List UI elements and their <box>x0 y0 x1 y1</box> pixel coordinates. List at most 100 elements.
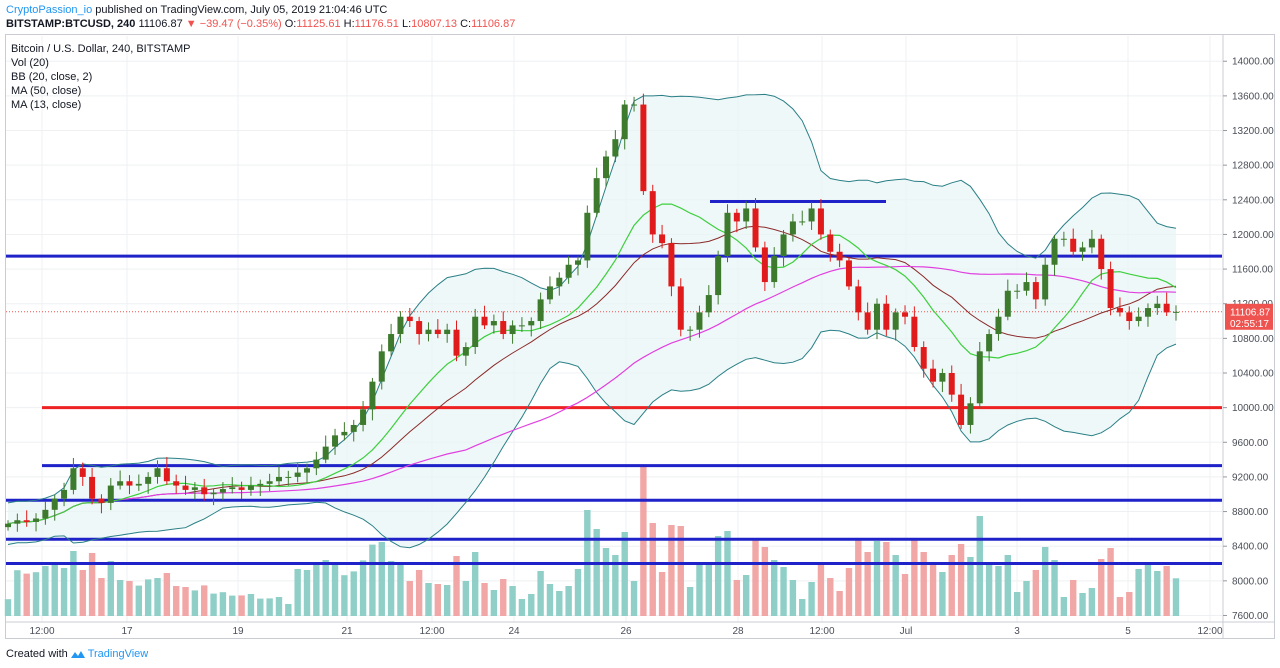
volume-bar <box>1116 597 1124 616</box>
candle-body <box>173 481 180 486</box>
candle-body <box>481 316 488 326</box>
price-tick-label: 10400.00 <box>1232 369 1274 380</box>
candle-body <box>42 509 49 519</box>
candle-body <box>845 260 852 287</box>
volume-bar <box>761 547 769 616</box>
legend-volume[interactable]: Vol (20) <box>11 57 49 69</box>
volume-bar <box>247 594 255 616</box>
candle-body <box>1173 311 1179 313</box>
volume-bar <box>929 565 937 616</box>
candle-body <box>462 347 469 356</box>
volume-bar <box>546 584 554 616</box>
volume-bar <box>939 572 946 616</box>
time-tick-label: 12:00 <box>29 626 54 637</box>
bollinger-upper-line <box>7 93 1177 504</box>
price-tick-label: 8000.00 <box>1232 576 1269 587</box>
candle-body <box>23 520 30 522</box>
candle-body <box>1144 308 1151 317</box>
candle-body <box>107 485 114 503</box>
volume-bar <box>322 560 329 616</box>
volume-bar <box>1079 593 1086 616</box>
chart-frame[interactable] <box>5 34 1275 639</box>
volume-bar <box>210 593 217 616</box>
candle-body <box>434 329 441 335</box>
candle-body <box>1051 238 1058 265</box>
volume-bar <box>425 583 432 616</box>
tradingview-brand[interactable]: TradingView <box>87 648 149 660</box>
candle-body <box>995 316 1002 335</box>
candle-body <box>182 485 189 490</box>
candle-body <box>902 312 909 317</box>
volume-bar <box>593 529 600 616</box>
candle-body <box>621 104 628 140</box>
volume-bar <box>948 555 955 616</box>
volume-bar <box>574 569 582 616</box>
volume-bar <box>1107 548 1114 616</box>
volume-bar <box>453 556 460 616</box>
top-bar: CryptoPassion_io published on TradingVie… <box>0 0 1280 34</box>
price-tick-label: 10800.00 <box>1232 334 1274 345</box>
volume-bar <box>191 590 199 616</box>
chart-legend: Bitcoin / U.S. Dollar, 240, BITSTAMP Vol… <box>11 42 191 112</box>
time-axis: 12:00 17 19 21 12:00 24 26 28 12:00 Jul 3 5 12:00 <box>6 621 1274 637</box>
volume-bar <box>1004 555 1012 616</box>
time-tick-label: 17 <box>121 626 133 637</box>
symbol-label: BITSTAMP:BTCUSD, 240 <box>6 18 136 30</box>
candle-body <box>930 368 937 382</box>
volume-bar <box>406 581 413 616</box>
legend-ma50[interactable]: MA (50, close) <box>11 85 82 97</box>
candle-body <box>1135 316 1142 322</box>
volume-bar <box>976 516 983 616</box>
time-tick-label: 24 <box>508 626 520 637</box>
volume-bar <box>182 587 189 616</box>
volume-bar <box>883 542 890 616</box>
volume-bar <box>677 526 684 616</box>
tradingview-logo-icon <box>70 650 85 659</box>
candle-body <box>939 373 946 382</box>
volume-bar <box>126 581 133 616</box>
candle-body <box>117 481 124 486</box>
volume-bar <box>14 570 21 616</box>
candle-body <box>808 208 815 222</box>
legend-title: Bitcoin / U.S. Dollar, 240, BITSTAMP <box>11 43 191 55</box>
time-tick-label: 26 <box>620 626 632 637</box>
volume-bar <box>70 551 77 616</box>
volume-bar <box>1098 559 1105 616</box>
volume-bar <box>873 541 881 616</box>
candle-body <box>5 523 11 528</box>
candle-body <box>444 329 451 335</box>
legend-bollinger[interactable]: BB (20, close, 2) <box>11 71 93 83</box>
candle-body <box>126 481 133 486</box>
candle-body <box>967 403 974 425</box>
volume-bar <box>771 560 778 616</box>
volume-bar <box>649 523 656 616</box>
volume-bar <box>257 598 264 616</box>
candle-body <box>593 178 600 213</box>
volume-bar <box>1172 578 1180 616</box>
candle-body <box>247 485 254 490</box>
volume-bar <box>359 560 367 616</box>
volume-bar <box>42 566 49 616</box>
volume-bar <box>901 574 909 616</box>
candle-body <box>761 247 768 283</box>
candle-body <box>350 424 357 432</box>
volume-bar <box>528 594 535 616</box>
countdown-label: 02:55:17 <box>1230 319 1269 330</box>
volume-bar <box>537 571 544 616</box>
volume-bar <box>275 597 283 616</box>
candle-body <box>948 373 955 395</box>
candle-body <box>574 260 581 265</box>
volume-bar <box>434 584 442 616</box>
volume-bar <box>957 544 965 616</box>
candle-body <box>313 459 320 469</box>
published-text: published on TradingView.com, July 05, 2… <box>95 4 388 16</box>
volume-bar <box>640 466 647 616</box>
candle-body <box>1163 303 1170 313</box>
legend-ma13[interactable]: MA (13, close) <box>11 99 82 111</box>
author-link[interactable]: CryptoPassion_io <box>6 4 93 16</box>
volume-bar <box>490 590 498 616</box>
quote-line: BITSTAMP:BTCUSD, 240 11106.87 ▼ −39.47 (… <box>6 18 515 30</box>
volume-bar <box>1144 564 1152 616</box>
price-tick-label: 8800.00 <box>1232 507 1269 518</box>
